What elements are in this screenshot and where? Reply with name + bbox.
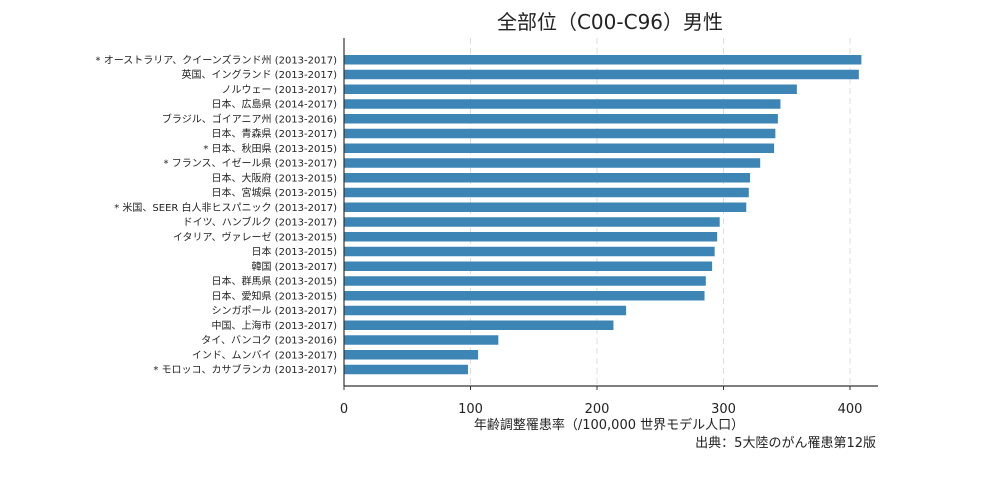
bar: [344, 217, 720, 227]
bar: [344, 305, 627, 316]
category-label: 日本 (2013-2015): [252, 245, 338, 258]
category-label: 日本、群馬県 (2013-2015): [212, 275, 338, 288]
bar: [344, 84, 797, 94]
category-label: インド、ムンバイ (2013-2017): [192, 349, 337, 361]
category-label: イタリア、ヴァレーゼ (2013-2015): [173, 230, 337, 243]
category-label: タイ、バンコク (2013-2016): [201, 335, 337, 347]
bar: [344, 276, 706, 286]
bar: [344, 128, 776, 139]
category-label: 中国、上海市 (2013-2017): [212, 319, 338, 332]
category-label: 日本、愛知県 (2013-2015): [212, 289, 338, 302]
category-label: * モロッコ、カサブランカ (2013-2017): [153, 363, 337, 376]
category-label: * 日本、秋田県 (2013-2015): [203, 142, 337, 155]
x-tick-label: 200: [585, 402, 610, 417]
bar: [344, 187, 749, 198]
bar: [344, 261, 713, 271]
bar: [344, 291, 705, 301]
chart-title: 全部位（C00-C96）男性: [497, 10, 723, 34]
bars: [344, 55, 862, 375]
category-labels: * オーストラリア、クイーンズランド州 (2013-2017) 英国、イングランド…: [96, 53, 338, 376]
category-label: 日本、広島県 (2014-2017): [212, 98, 338, 111]
x-axis-title: 年齢調整罹患率（/100,000 世界モデル人口）: [474, 417, 744, 433]
bar: [344, 350, 479, 360]
bar: [344, 232, 718, 242]
bar: [344, 246, 715, 257]
category-label: 英国、イングランド (2013-2017): [182, 68, 338, 81]
bar: [344, 173, 751, 183]
category-label: ノルウェー (2013-2017): [222, 84, 338, 96]
category-label: * オーストラリア、クイーンズランド州 (2013-2017): [96, 53, 338, 66]
x-tick-label: 400: [838, 402, 863, 417]
category-label: 日本、青森県 (2013-2017): [212, 127, 338, 140]
bar: [344, 114, 778, 124]
category-label: ブラジル、ゴイアニア州 (2013-2016): [162, 112, 337, 125]
x-tick-label: 100: [458, 402, 483, 417]
x-tick-label: 300: [711, 402, 736, 417]
category-label: 韓国 (2013-2017): [252, 261, 338, 273]
bar: [344, 320, 614, 330]
source-note: 出典：5大陸のがん罹患第12版: [695, 435, 876, 451]
bar: [344, 99, 781, 109]
bar: [344, 143, 775, 153]
x-tick-label: 0: [340, 402, 348, 417]
x-ticks: 0 100 200 300 400: [340, 386, 863, 417]
axes: [343, 38, 878, 387]
bar: [344, 69, 859, 80]
category-label: シンガポール (2013-2017): [212, 305, 338, 317]
bar: [344, 158, 761, 168]
bar: [344, 55, 862, 65]
category-label: 日本、宮城県 (2013-2015): [212, 186, 338, 199]
category-label: ドイツ、ハンブルク (2013-2017): [183, 216, 337, 229]
bar: [344, 202, 747, 212]
category-label: * フランス、イゼール県 (2013-2017): [164, 158, 338, 170]
category-label: * 米国、SEER 白人非ヒスパニック (2013-2017): [114, 201, 337, 214]
bar: [344, 364, 468, 375]
category-label: 日本、大阪府 (2013-2015): [212, 171, 338, 184]
bar: [344, 335, 499, 345]
